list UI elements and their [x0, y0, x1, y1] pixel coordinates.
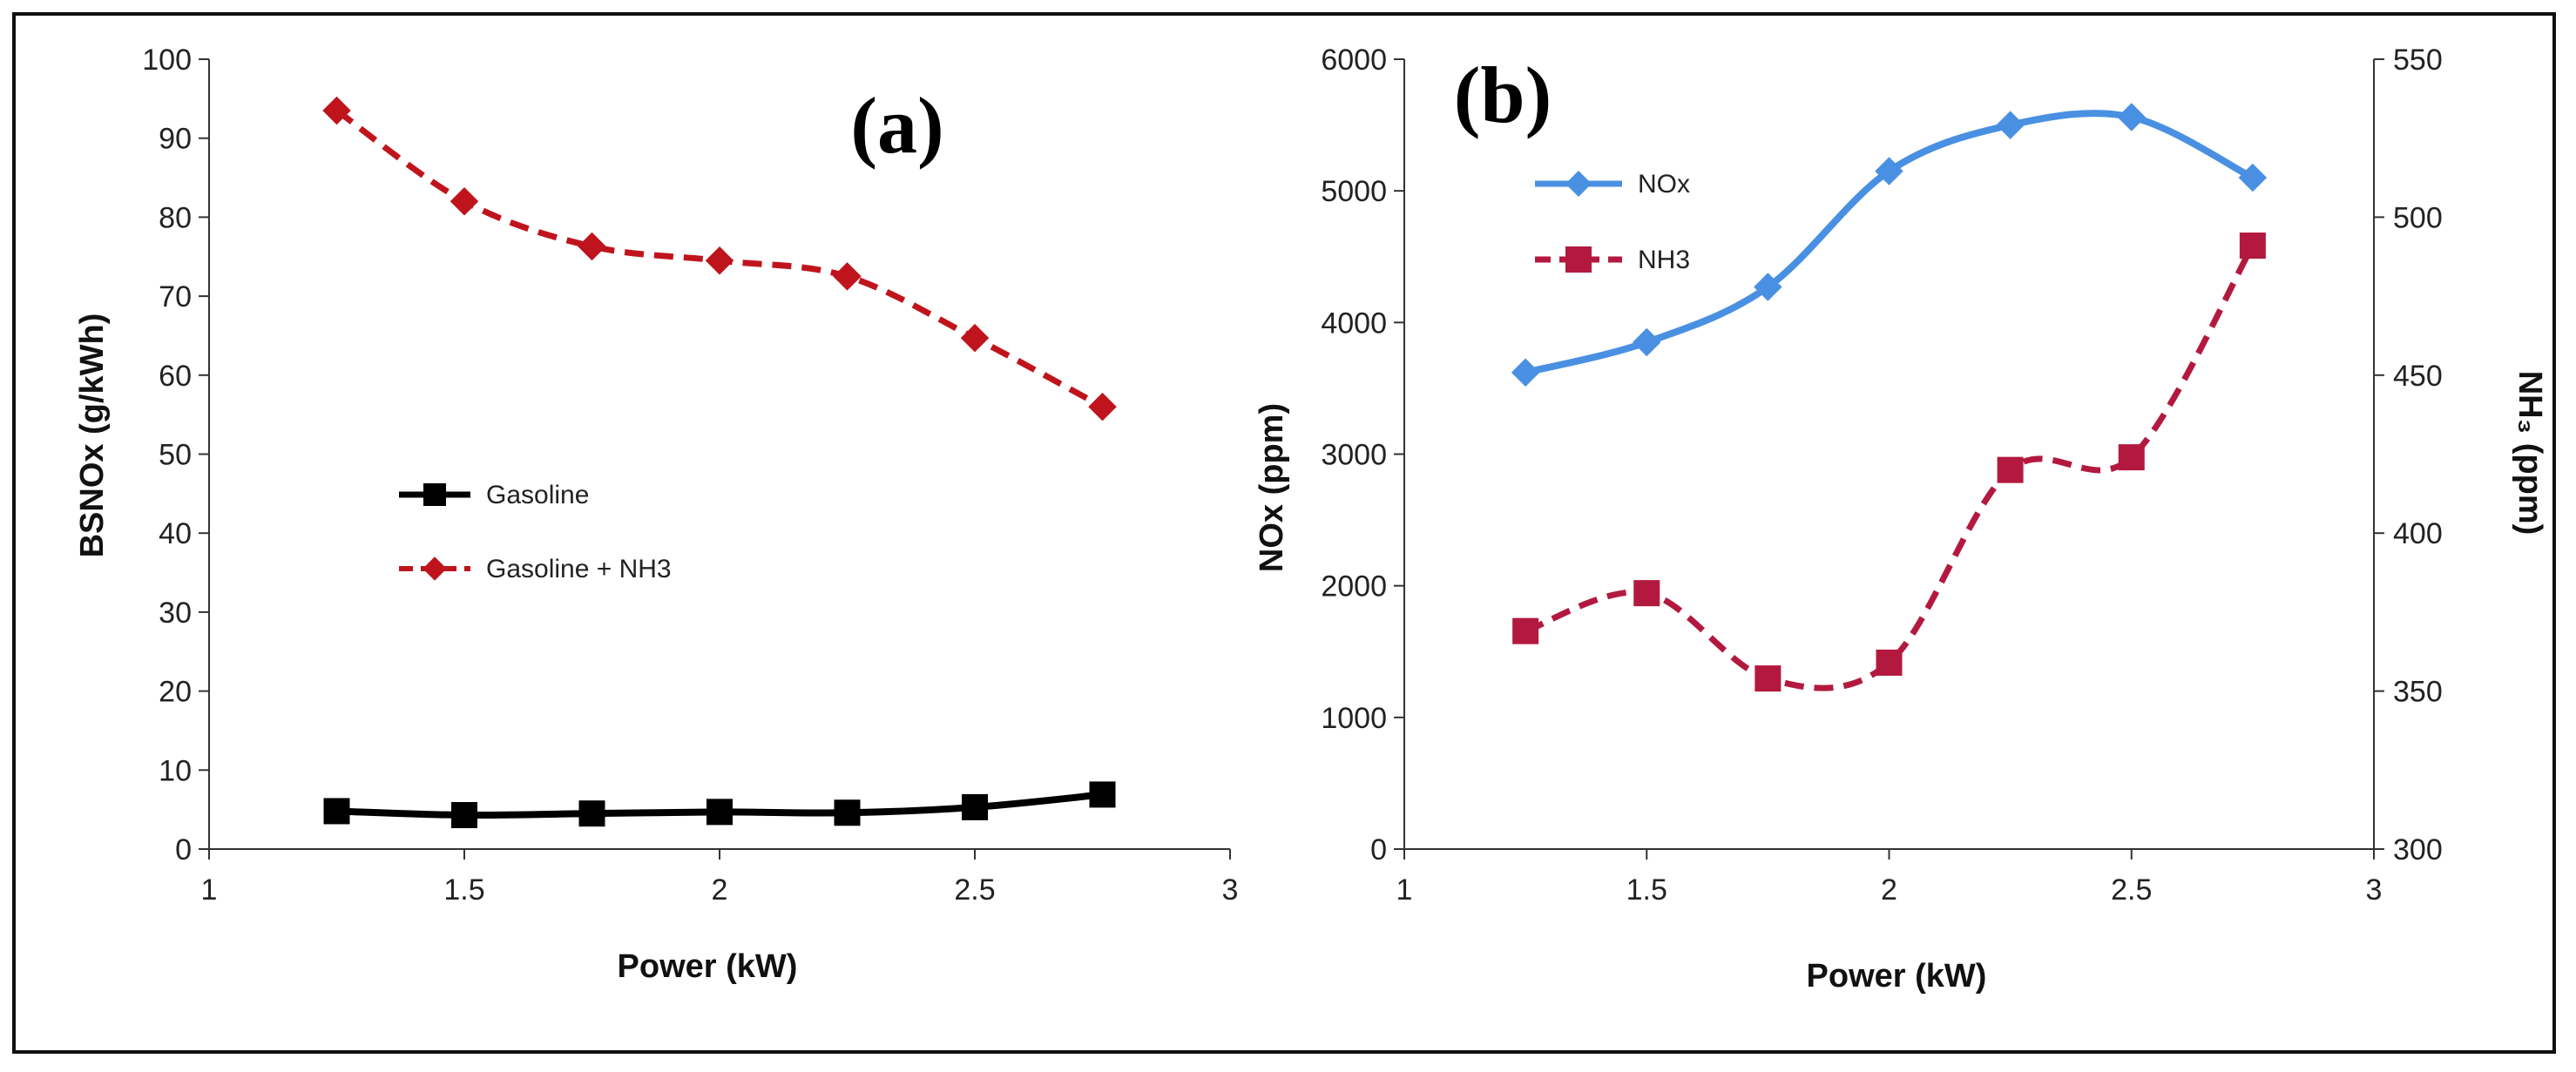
y2-tick-label: 500: [2393, 201, 2443, 234]
x-tick-label: 1.5: [443, 873, 484, 907]
y-tick-label: 70: [159, 280, 192, 314]
panel-a-legend: Gasoline Gasoline + NH3: [399, 481, 672, 583]
x-tick-label: 2.5: [2111, 873, 2152, 907]
data-point: [1511, 358, 1540, 388]
data-point: [707, 799, 733, 826]
y-tick-label: 100: [142, 44, 192, 77]
series-gasoline: [323, 781, 1116, 828]
y-tick-label: 3000: [1321, 439, 1387, 472]
data-point: [1088, 392, 1117, 421]
panel-b-chart: (b) Power (kW) NOx (ppm) NH₃ (ppm) NOx N…: [1254, 44, 2548, 994]
data-point: [962, 793, 988, 820]
data-point: [1876, 649, 1903, 676]
y-tick-label: 10: [159, 754, 192, 787]
y-tick-label: 0: [175, 833, 192, 866]
panel-a-label: (a): [850, 81, 943, 170]
legend-b-nh3-marker: [1565, 246, 1592, 273]
panel-b-xlabel: Power (kW): [1807, 958, 1987, 994]
x-tick-label: 3: [1222, 873, 1239, 907]
series-nh3: [1512, 233, 2266, 692]
data-point: [322, 96, 351, 125]
data-point: [960, 323, 990, 353]
panel-a-xlabel: Power (kW): [618, 948, 798, 985]
y2-tick-label: 450: [2393, 360, 2443, 393]
x-tick-label: 2: [1881, 873, 1897, 907]
data-point: [578, 800, 605, 827]
x-tick-label: 1: [1396, 873, 1413, 907]
data-point: [1997, 456, 2024, 483]
series-line: [1525, 110, 2255, 376]
data-point: [1089, 781, 1116, 808]
y-tick-label: 90: [159, 123, 192, 156]
y-tick-label: 5000: [1321, 175, 1387, 208]
x-tick-label: 2: [712, 873, 728, 907]
legend-a-gasoline-nh3-marker: [423, 556, 447, 581]
y-tick-label: 0: [1370, 833, 1387, 866]
y-tick-label: 40: [159, 517, 192, 550]
series-nox: [1511, 103, 2268, 388]
data-point: [1755, 665, 1782, 692]
data-point: [2117, 103, 2146, 131]
data-point: [1875, 157, 1903, 185]
data-point: [1633, 327, 1661, 357]
panel-a-chart: (a) Power (kW) BSNOx (g/kWh) Gasoline Ga…: [74, 44, 1238, 985]
y2-tick-label: 400: [2393, 517, 2443, 550]
data-point: [1996, 111, 2025, 139]
y-tick-label: 80: [159, 201, 192, 234]
data-point: [2238, 163, 2268, 192]
panel-b-y2label: NH₃ (ppm): [2512, 371, 2548, 536]
x-tick-label: 3: [2366, 873, 2383, 907]
panel-b-legend: NOx NH3: [1535, 170, 1690, 274]
y-tick-label: 50: [159, 439, 192, 472]
y-tick-label: 20: [159, 676, 192, 709]
data-point: [2118, 444, 2145, 471]
x-tick-label: 1: [201, 873, 218, 907]
data-point: [451, 801, 477, 828]
x-tick-label: 2.5: [954, 873, 995, 907]
data-point: [578, 232, 606, 261]
data-point: [1633, 580, 1660, 607]
y-tick-label: 30: [159, 597, 192, 630]
panel-b-label: (b): [1454, 51, 1552, 139]
legend-b-nox-label: NOx: [1638, 170, 1690, 199]
legend-b-nox-marker: [1565, 171, 1592, 197]
y-tick-label: 4000: [1321, 307, 1387, 340]
series-gasoline-nh3: [322, 96, 1117, 421]
panel-a-ylabel: BSNOx (g/kWh): [74, 314, 111, 558]
data-point: [834, 799, 861, 826]
legend-a-gasoline-marker: [423, 483, 446, 506]
y-tick-label: 2000: [1321, 570, 1387, 603]
panel-b-axes: 1 1.5 2 2.5 3 0 1000 2000 3000 4000 5000 6000 300 350…: [1321, 44, 2442, 907]
data-point: [323, 798, 350, 825]
data-point: [1512, 617, 1539, 644]
data-point: [833, 262, 862, 291]
x-tick-label: 1.5: [1626, 873, 1667, 907]
figure-frame: [12, 12, 2556, 1054]
data-point: [450, 187, 479, 216]
data-point: [2239, 233, 2266, 260]
y-tick-label: 1000: [1321, 702, 1387, 735]
panel-b-ylabel: NOx (ppm): [1254, 403, 1290, 572]
y-tick-label: 6000: [1321, 44, 1387, 77]
legend-b-nh3-label: NH3: [1638, 246, 1690, 274]
legend-a-gasoline-nh3-label: Gasoline + NH3: [486, 555, 672, 583]
data-point: [1754, 273, 1782, 301]
data-point: [705, 246, 734, 275]
y2-tick-label: 350: [2393, 676, 2443, 709]
y-tick-label: 60: [159, 360, 192, 393]
y2-tick-label: 300: [2393, 833, 2443, 866]
legend-a-gasoline-label: Gasoline: [486, 481, 589, 509]
y2-tick-label: 550: [2393, 44, 2443, 77]
